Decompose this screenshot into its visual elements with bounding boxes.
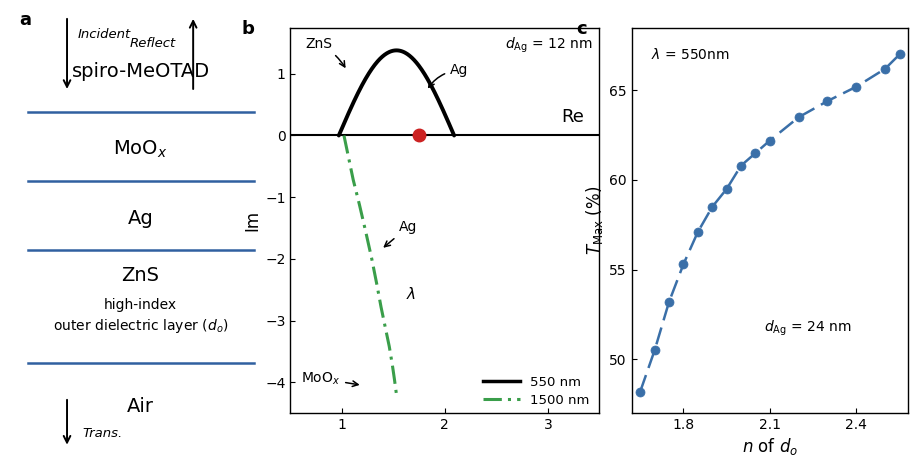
Text: Ag: Ag [384, 220, 417, 247]
Text: Incident: Incident [77, 28, 131, 41]
Text: ZnS: ZnS [306, 37, 345, 67]
Text: spiro-MeOTAD: spiro-MeOTAD [72, 62, 209, 81]
Text: $d_{\mathrm{Ag}}$ = 24 nm: $d_{\mathrm{Ag}}$ = 24 nm [764, 319, 852, 338]
Text: MoO$_x$: MoO$_x$ [113, 139, 168, 160]
Text: c: c [576, 20, 587, 38]
Text: a: a [19, 11, 31, 29]
Text: Air: Air [127, 397, 154, 416]
Text: $d_{\mathrm{Ag}}$ = 12 nm: $d_{\mathrm{Ag}}$ = 12 nm [505, 35, 593, 55]
Text: outer dielectric layer ($d_o$): outer dielectric layer ($d_o$) [53, 317, 229, 335]
Text: Trans.: Trans. [83, 427, 123, 440]
Text: b: b [241, 20, 254, 38]
Text: $\lambda$ = 550nm: $\lambda$ = 550nm [651, 47, 730, 62]
Text: Reflect: Reflect [130, 37, 176, 50]
Text: Re: Re [561, 108, 584, 126]
X-axis label: $n$ of $d_o$: $n$ of $d_o$ [741, 436, 798, 457]
Text: $\lambda$: $\lambda$ [406, 286, 416, 302]
Text: high-index: high-index [104, 298, 177, 312]
Text: MoO$_x$: MoO$_x$ [301, 370, 358, 386]
Y-axis label: Im: Im [242, 210, 261, 231]
Text: Ag: Ag [429, 63, 468, 87]
Text: Ag: Ag [128, 208, 153, 228]
Y-axis label: $T_{\mathrm{Max}}$ (%): $T_{\mathrm{Max}}$ (%) [584, 185, 605, 255]
Text: ZnS: ZnS [122, 266, 160, 285]
Legend: 550 nm, 1500 nm: 550 nm, 1500 nm [483, 376, 589, 407]
